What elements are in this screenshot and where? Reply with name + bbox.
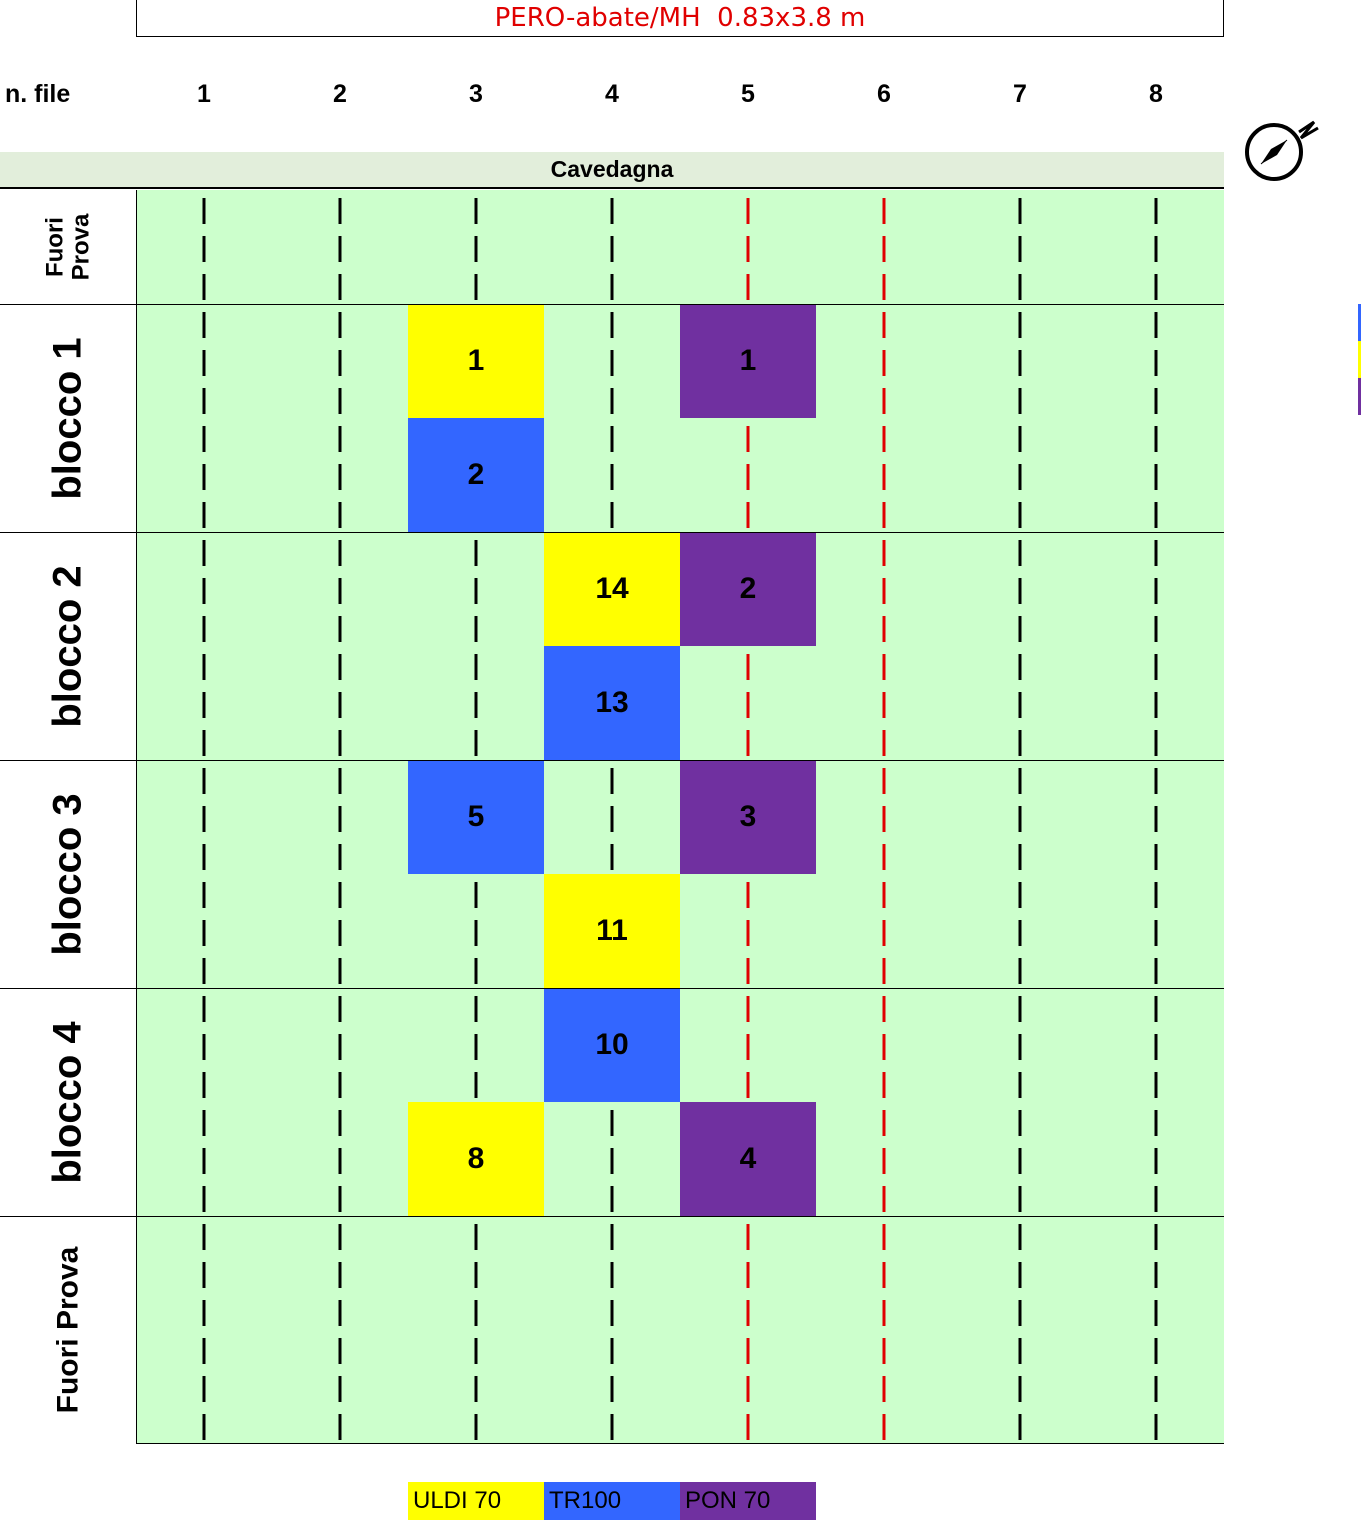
edge-legend-mark [1358,378,1361,415]
row-label-block2: blocco 2 [45,564,90,728]
plot-uldi70: 1 [408,304,544,418]
row-label-top-line1: Fuori [40,217,68,278]
row-label-block4: blocco 4 [45,1020,90,1184]
row-label-top-line2: Prova [66,213,94,281]
column-number-4: 4 [605,80,619,108]
row-label-block1: blocco 1 [45,336,90,500]
row-label-block3: blocco 3 [45,792,90,956]
column-number-6: 6 [877,80,891,108]
block-separator [0,760,1224,761]
column-number-3: 3 [469,80,483,108]
bottom-border [136,1443,1224,1444]
plot-pon70: 1 [680,304,816,418]
legend-tr100: TR100 [544,1482,680,1520]
column-number-7: 7 [1013,80,1027,108]
cavedagna-label: Cavedagna [550,156,674,182]
column-number-1: 1 [197,80,211,108]
edge-legend-mark [1358,341,1361,378]
cavedagna-band: Cavedagna [0,152,1224,189]
column-number-2: 2 [333,80,347,108]
title-box: PERO-abate/MH 0.83x3.8 m [136,0,1224,37]
legend-pon70: PON 70 [680,1482,816,1520]
plot-uldi70: 8 [408,1102,544,1216]
legend-label: ULDI 70 [413,1487,502,1514]
block-separator [0,1216,1224,1217]
page-title: PERO-abate/MH 0.83x3.8 m [494,3,866,33]
row-label-fuori-prova-top: Fuori Prova [0,190,136,304]
edge-legend-mark [1358,304,1361,341]
legend-label: PON 70 [685,1487,771,1514]
plot-tr100: 2 [408,418,544,532]
block-separator [0,988,1224,989]
legend-uldi70: ULDI 70 [408,1482,544,1520]
compass-icon [1244,118,1334,193]
plot-tr100: 13 [544,646,680,760]
column-number-8: 8 [1149,80,1163,108]
plot-pon70: 4 [680,1102,816,1216]
plot-pon70: 3 [680,760,816,874]
plot-uldi70: 14 [544,532,680,646]
block-separator [0,532,1224,533]
block-separator [0,304,1224,305]
plot-pon70: 2 [680,532,816,646]
plot-uldi70: 11 [544,874,680,988]
legend-label: TR100 [549,1487,622,1514]
row-label-fuori-prova-bottom: Fuori Prova [51,1246,85,1414]
rows-label: n. file [5,80,71,108]
plot-tr100: 10 [544,988,680,1102]
column-number-5: 5 [741,80,755,108]
left-separator [136,190,137,1444]
plot-tr100: 5 [408,760,544,874]
